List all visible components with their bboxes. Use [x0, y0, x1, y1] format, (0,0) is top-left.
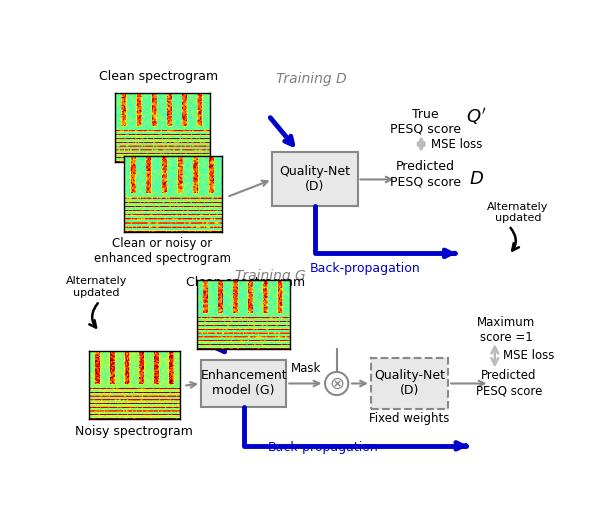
FancyBboxPatch shape [272, 152, 358, 206]
Text: Back-propagation: Back-propagation [267, 440, 378, 453]
Text: Back-propagation: Back-propagation [310, 262, 421, 275]
FancyBboxPatch shape [201, 360, 286, 407]
Text: Fixed weights: Fixed weights [370, 412, 450, 425]
Text: Mask: Mask [291, 362, 321, 375]
Text: Noisy spectrogram: Noisy spectrogram [75, 425, 193, 438]
Text: Clean spectrogram: Clean spectrogram [186, 276, 305, 289]
Text: $Q'$: $Q'$ [466, 106, 487, 127]
Text: $\otimes$: $\otimes$ [329, 374, 344, 393]
Text: $D$: $D$ [469, 171, 484, 188]
Text: Enhancement
model (G): Enhancement model (G) [200, 370, 287, 397]
Text: Predicted
PESQ score: Predicted PESQ score [389, 160, 460, 188]
Text: Clean spectrogram: Clean spectrogram [99, 70, 218, 83]
Text: Training G: Training G [234, 269, 306, 283]
Text: Quality-Net
(D): Quality-Net (D) [374, 370, 445, 397]
Text: Alternately
updated: Alternately updated [66, 277, 127, 298]
Text: Training D: Training D [276, 72, 346, 86]
FancyBboxPatch shape [371, 358, 448, 409]
Text: Quality-Net
(D): Quality-Net (D) [279, 165, 350, 193]
Text: MSE loss: MSE loss [431, 137, 483, 150]
Text: MSE loss: MSE loss [504, 349, 555, 362]
Text: Alternately
updated: Alternately updated [487, 202, 549, 224]
Text: Maximum
score =1: Maximum score =1 [477, 316, 536, 344]
Text: True
PESQ score: True PESQ score [389, 108, 460, 136]
Text: Clean or noisy or
enhanced spectrogram: Clean or noisy or enhanced spectrogram [94, 237, 231, 265]
Text: Predicted
PESQ score: Predicted PESQ score [475, 370, 542, 397]
